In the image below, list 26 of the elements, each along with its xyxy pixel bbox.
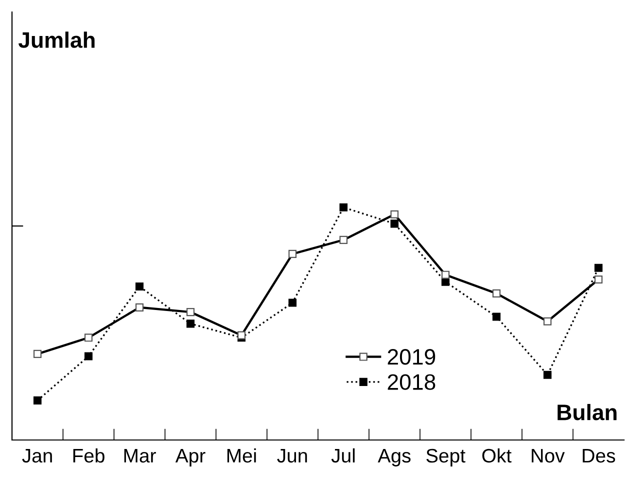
point [339,203,348,212]
point [543,370,552,379]
x-tick-label: Mei [227,448,256,463]
x-tick-label: Jan [22,449,52,463]
x-tick-label: Jun [277,449,307,463]
legend-label: 2019 [388,349,436,365]
point [186,320,195,328]
x-tick-label: Jul [331,448,355,463]
point [33,396,42,404]
x-tick-label: Des [582,449,616,463]
point [135,282,144,291]
x-tick-label: Okt [482,448,512,463]
point [84,352,93,360]
x-tick-label: Ags [378,449,411,466]
text: Jumlah [18,32,95,48]
legend-label: 2018 [388,374,436,390]
x-tick-label: Mar [124,449,156,463]
x-tick-label: Feb [73,448,104,463]
point [390,220,399,228]
x-axis-title: Bulan [558,404,617,420]
x-tick-label: Apr [175,449,206,466]
point [288,298,297,307]
point [594,264,603,272]
point [492,312,501,321]
x-tick-label: Nov [532,449,565,463]
x-tick-label: Sept [426,448,466,466]
